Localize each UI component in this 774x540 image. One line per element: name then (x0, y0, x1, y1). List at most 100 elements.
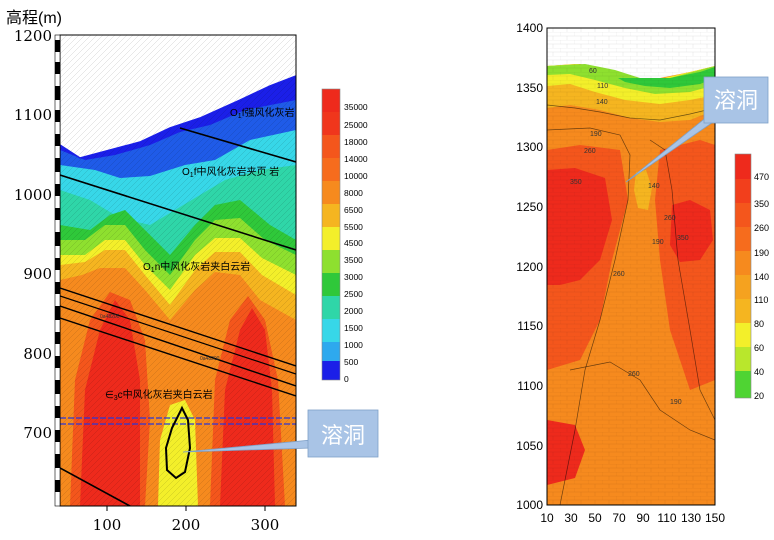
right-plot-area: 60 110 140 190 260 350 140 190 260 350 2… (547, 28, 715, 505)
cave-outline (164, 405, 192, 480)
rcontour-label: 140 (648, 183, 660, 190)
left-y-tick-label: 800 (23, 345, 52, 363)
right-y-axis: 1400 1350 1300 1250 1200 1150 1100 1050 … (516, 21, 543, 512)
right-x-tick-label: 150 (705, 511, 725, 525)
left-y-tick-label: 700 (23, 424, 52, 442)
rcontour-label: 110 (597, 83, 608, 90)
left-colorbar-label: 5500 (344, 222, 363, 232)
right-callout-text: 溶洞 (714, 88, 758, 113)
right-colorbar: 470 350 260 190 140 110 80 60 40 20 (734, 153, 769, 401)
rcontour-label: 260 (664, 215, 676, 222)
right-x-tick-label: 90 (636, 511, 650, 525)
right-callout: 溶洞 (625, 76, 769, 183)
rcontour-label: 350 (570, 179, 582, 186)
left-x-tick-label: 300 (251, 516, 280, 534)
right-chart: 60 110 140 190 260 350 140 190 260 350 2… (516, 21, 769, 525)
bedding-line-5 (60, 305, 296, 387)
left-colorbar-label: 25000 (344, 120, 368, 130)
right-colorbar-label: 20 (754, 391, 764, 401)
left-x-axis: 100 200 300 (93, 506, 280, 534)
left-colorbar-label: 18000 (344, 137, 368, 147)
bedding-line-7 (60, 467, 131, 506)
right-colorbar-label: 260 (754, 223, 769, 233)
left-callout: 溶洞 (182, 409, 379, 458)
left-x-tick-label: 100 (93, 516, 122, 534)
left-colorbar-label: 2500 (344, 289, 363, 299)
rcontour-label: 260 (613, 271, 625, 278)
rcontour-label: 350 (677, 235, 689, 242)
left-colorbar-label: 3000 (344, 272, 363, 282)
left-colorbar: 35000 25000 18000 14000 10000 8000 6500 … (321, 88, 368, 384)
rcontour-label: 140 (596, 99, 608, 106)
left-y-tick-label: 1200 (14, 27, 52, 45)
right-x-tick-label: 30 (564, 511, 578, 525)
rcontour-label: 260 (584, 148, 596, 155)
bedding-line-6 (60, 317, 296, 397)
left-plot-area (60, 35, 296, 506)
left-colorbar-label: 0 (344, 374, 349, 384)
layer-label-1: O1f强风化灰岩 (230, 106, 294, 120)
right-colorbar-label: 60 (754, 343, 764, 353)
right-x-tick-label: 70 (612, 511, 626, 525)
right-y-tick-label: 1300 (516, 140, 543, 154)
left-y-tick-label: 1000 (14, 186, 52, 204)
left-colorbar-label: 500 (344, 357, 358, 367)
right-x-tick-label: 10 (540, 511, 554, 525)
rcontour-3 (547, 104, 715, 121)
layer-label-2: O1f中风化灰岩夹页 岩 (182, 165, 279, 179)
left-colorbar-label: 35000 (344, 102, 368, 112)
right-colorbar-label: 140 (754, 272, 769, 282)
right-colorbar-label: 470 (754, 172, 769, 182)
bedding-line-3 (60, 287, 296, 367)
left-y-axis-title: 高程(m) (6, 9, 62, 27)
right-colorbar-label: 190 (754, 248, 769, 258)
rcontour-label: 190 (652, 239, 664, 246)
left-y-tick-label: 900 (23, 265, 52, 283)
right-y-tick-label: 1250 (516, 200, 543, 214)
left-colorbar-label: 3500 (344, 255, 363, 265)
right-colorbar-label: 40 (754, 367, 764, 377)
left-colorbar-label: 1000 (344, 340, 363, 350)
rcontour-1 (547, 127, 631, 505)
layer-label-3: O1n中风化灰岩夹白云岩 (143, 260, 250, 274)
small-label-2: 0a48200 (200, 356, 220, 362)
bedding-line-2 (60, 174, 296, 251)
left-chart: 高程(m) (6, 9, 379, 534)
left-colorbar-label: 8000 (344, 188, 363, 198)
left-drill-core-bar (54, 34, 61, 507)
left-y-axis: 1200 1100 1000 900 800 700 (14, 27, 52, 442)
right-y-tick-label: 1000 (516, 498, 543, 512)
right-y-tick-label: 1100 (517, 379, 543, 393)
right-plot-frame (546, 27, 716, 506)
left-colorbar-label: 14000 (344, 154, 368, 164)
small-label-1: 0a48200 (100, 314, 120, 320)
left-colorbar-label: 6500 (344, 205, 363, 215)
right-colorbar-label: 350 (754, 199, 769, 209)
right-x-axis: 10 30 50 70 90 110 130 150 (540, 511, 725, 525)
right-y-tick-label: 1400 (516, 21, 543, 35)
left-y-tick-label: 1100 (14, 106, 52, 124)
right-y-tick-label: 1350 (516, 81, 543, 95)
layer-label-4: ∈3c中风化灰岩夹白云岩 (105, 388, 213, 402)
left-colorbar-label: 1500 (344, 323, 363, 333)
bedding-line-1 (179, 127, 296, 163)
right-x-tick-label: 130 (681, 511, 701, 525)
right-colorbar-label: 80 (754, 319, 764, 329)
right-y-tick-label: 1050 (516, 439, 543, 453)
left-colorbar-label: 2000 (344, 306, 363, 316)
rcontour-4 (569, 361, 715, 441)
rcontour-label: 260 (628, 371, 640, 378)
left-colorbar-label: 4500 (344, 238, 363, 248)
right-colorbar-label: 110 (754, 295, 768, 305)
right-x-tick-label: 50 (588, 511, 602, 525)
rcontour-label: 190 (670, 399, 682, 406)
rcontour-2 (649, 139, 715, 421)
right-y-tick-label: 1200 (516, 260, 543, 274)
right-y-tick-label: 1150 (517, 319, 543, 333)
rcontour-label: 60 (589, 68, 597, 75)
left-x-tick-label: 200 (172, 516, 201, 534)
bedding-line-4 (60, 295, 296, 375)
rcontour-label: 190 (590, 131, 602, 138)
left-callout-text: 溶洞 (321, 423, 365, 448)
left-colorbar-label: 10000 (344, 171, 368, 181)
